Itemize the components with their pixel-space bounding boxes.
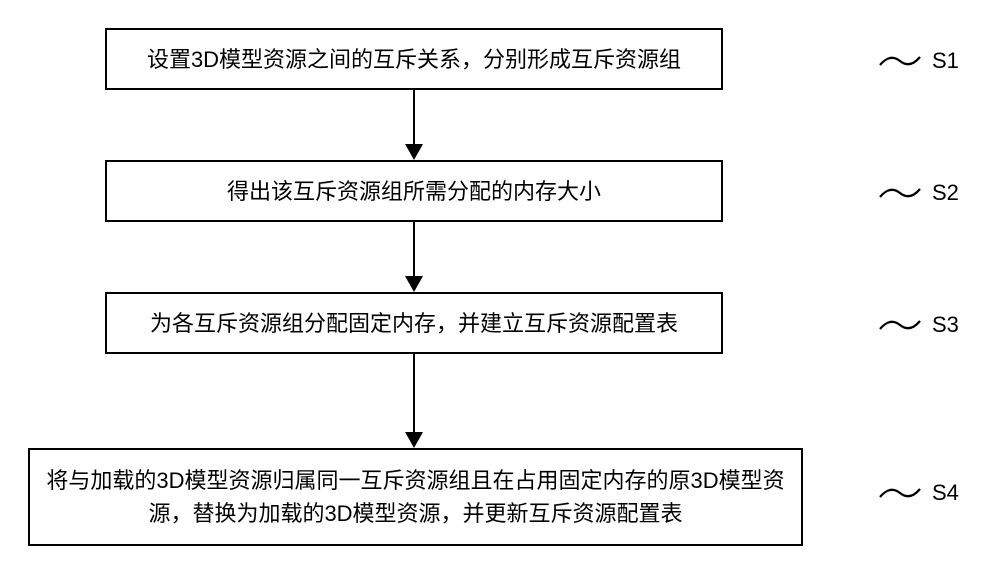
flow-node-s1: 设置3D模型资源之间的互斥关系，分别形成互斥资源组 [105, 28, 723, 90]
flow-label-s2-text: S2 [932, 180, 959, 206]
flow-label-s2: S2 [878, 180, 959, 206]
flow-node-s3-text: 为各互斥资源组分配固定内存，并建立互斥资源配置表 [150, 307, 678, 340]
flow-label-s3: S3 [878, 312, 959, 338]
flow-label-s1-text: S1 [932, 48, 959, 74]
arrow-s1-s2-head [405, 144, 423, 160]
arrow-s3-s4-line [413, 354, 415, 432]
flowchart-canvas: 设置3D模型资源之间的互斥关系，分别形成互斥资源组 S1 得出该互斥资源组所需分… [0, 0, 1000, 583]
tilde-icon [878, 183, 922, 203]
flow-node-s4: 将与加载的3D模型资源归属同一互斥资源组且在占用固定内存的原3D模型资源，替换为… [28, 448, 803, 546]
flow-node-s3: 为各互斥资源组分配固定内存，并建立互斥资源配置表 [105, 292, 723, 354]
flow-node-s1-text: 设置3D模型资源之间的互斥关系，分别形成互斥资源组 [147, 43, 681, 76]
flow-node-s4-text: 将与加载的3D模型资源归属同一互斥资源组且在占用固定内存的原3D模型资源，替换为… [44, 464, 787, 530]
flow-label-s1: S1 [878, 48, 959, 74]
arrow-s3-s4-head [405, 432, 423, 448]
flow-label-s4: S4 [878, 480, 959, 506]
flow-node-s2: 得出该互斥资源组所需分配的内存大小 [105, 160, 723, 222]
flow-label-s3-text: S3 [932, 312, 959, 338]
arrow-s2-s3-head [405, 276, 423, 292]
tilde-icon [878, 51, 922, 71]
tilde-icon [878, 483, 922, 503]
flow-node-s2-text: 得出该互斥资源组所需分配的内存大小 [227, 175, 601, 208]
arrow-s2-s3-line [413, 222, 415, 276]
tilde-icon [878, 315, 922, 335]
arrow-s1-s2-line [413, 90, 415, 144]
flow-label-s4-text: S4 [932, 480, 959, 506]
